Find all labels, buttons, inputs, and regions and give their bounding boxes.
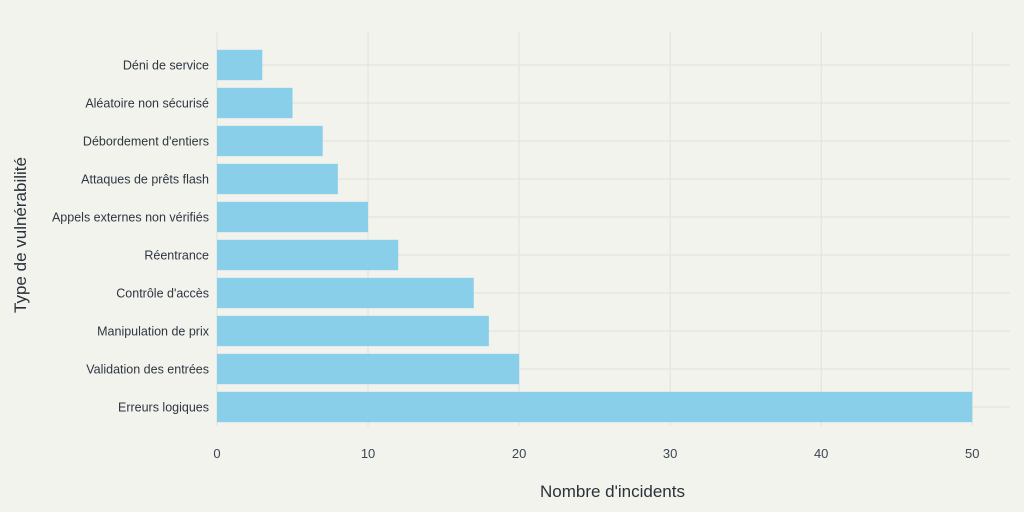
category-label: Aléatoire non sécurisé — [85, 97, 209, 111]
x-tick-label: 20 — [512, 446, 526, 461]
bar — [217, 353, 520, 385]
category-label: Déni de service — [123, 59, 209, 73]
bar — [217, 49, 263, 81]
category-label: Contrôle d'accès — [116, 287, 209, 301]
x-tick-label: 0 — [213, 446, 220, 461]
bar — [217, 163, 338, 195]
category-label: Réentrance — [144, 249, 209, 263]
category-label: Manipulation de prix — [97, 325, 210, 339]
bars — [217, 49, 973, 423]
x-tick-labels: 0 10 20 30 40 50 — [213, 446, 979, 461]
bar — [217, 87, 293, 119]
bar — [217, 125, 323, 157]
x-tick-label: 40 — [814, 446, 828, 461]
category-label: Attaques de prêts flash — [81, 173, 209, 187]
category-label: Débordement d'entiers — [83, 135, 209, 149]
x-axis-title: Nombre d'incidents — [540, 482, 685, 501]
bar — [217, 277, 474, 309]
bar — [217, 391, 973, 423]
category-label: Validation des entrées — [86, 363, 209, 377]
bar — [217, 239, 399, 271]
x-tick-label: 10 — [361, 446, 375, 461]
y-axis-title: Type de vulnérabilité — [11, 157, 30, 313]
category-labels: Erreurs logiques Validation des entrées Ma… — [52, 59, 210, 415]
x-tick-label: 30 — [663, 446, 677, 461]
category-label: Appels externes non vérifiés — [52, 211, 209, 225]
x-tick-label: 50 — [965, 446, 979, 461]
bar — [217, 201, 369, 233]
category-label: Erreurs logiques — [118, 401, 209, 415]
bar — [217, 315, 489, 347]
